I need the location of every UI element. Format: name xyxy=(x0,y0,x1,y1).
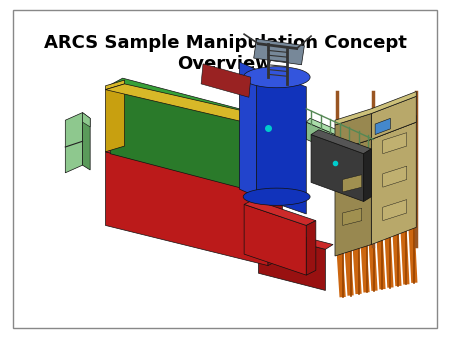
Polygon shape xyxy=(311,135,364,201)
Polygon shape xyxy=(364,149,371,201)
Polygon shape xyxy=(371,122,416,245)
Polygon shape xyxy=(335,139,371,256)
Polygon shape xyxy=(335,114,371,151)
Polygon shape xyxy=(268,184,283,266)
Polygon shape xyxy=(110,85,263,194)
Polygon shape xyxy=(82,113,90,170)
Polygon shape xyxy=(383,132,407,154)
Polygon shape xyxy=(342,208,362,225)
Polygon shape xyxy=(335,92,416,125)
Polygon shape xyxy=(306,122,373,168)
Polygon shape xyxy=(375,118,391,135)
Polygon shape xyxy=(258,232,325,290)
Polygon shape xyxy=(201,64,251,97)
Polygon shape xyxy=(105,84,276,125)
Polygon shape xyxy=(65,113,82,173)
Polygon shape xyxy=(383,200,407,221)
Polygon shape xyxy=(371,96,416,139)
Polygon shape xyxy=(342,175,362,192)
Polygon shape xyxy=(311,130,371,154)
Polygon shape xyxy=(258,227,333,249)
Polygon shape xyxy=(110,78,276,125)
Polygon shape xyxy=(306,221,316,275)
Polygon shape xyxy=(105,152,268,266)
Polygon shape xyxy=(306,118,377,151)
Polygon shape xyxy=(105,144,283,192)
Polygon shape xyxy=(254,39,304,65)
Polygon shape xyxy=(244,204,306,275)
Polygon shape xyxy=(335,116,416,151)
Text: ARCS Sample Manipulation Concept
Overview: ARCS Sample Manipulation Concept Overvie… xyxy=(44,34,406,73)
Ellipse shape xyxy=(243,67,310,88)
Ellipse shape xyxy=(243,188,310,206)
Polygon shape xyxy=(244,200,316,225)
Polygon shape xyxy=(239,62,256,197)
Polygon shape xyxy=(256,70,306,214)
Polygon shape xyxy=(105,84,125,152)
Polygon shape xyxy=(105,80,125,90)
Polygon shape xyxy=(263,118,276,194)
Polygon shape xyxy=(82,113,90,127)
Polygon shape xyxy=(383,166,407,187)
FancyBboxPatch shape xyxy=(13,10,437,328)
